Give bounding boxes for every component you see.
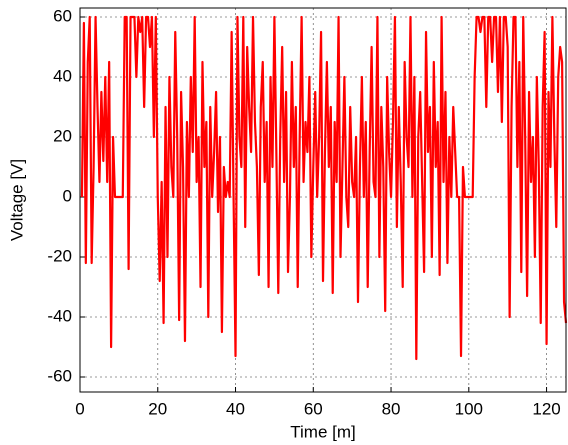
y-tick-label: -20 <box>47 246 72 265</box>
x-tick-label: 0 <box>75 399 84 418</box>
x-tick-label: 60 <box>304 399 323 418</box>
data-line <box>80 15 568 361</box>
x-tick-label: 80 <box>382 399 401 418</box>
x-tick-label: 40 <box>226 399 245 418</box>
x-tick-label: 20 <box>148 399 167 418</box>
y-tick-label: 20 <box>53 126 72 145</box>
x-axis-label: Time [m] <box>290 422 355 441</box>
y-tick-label: -60 <box>47 366 72 385</box>
x-tick-label: 100 <box>455 399 483 418</box>
y-axis-label: Voltage [V] <box>7 159 26 241</box>
y-tick-label: -40 <box>47 306 72 325</box>
x-tick-label: 120 <box>532 399 560 418</box>
plot-frame <box>79 7 567 393</box>
y-tick-label: 60 <box>53 6 72 25</box>
y-tick-label: 40 <box>53 66 72 85</box>
y-tick-label: 0 <box>63 186 72 205</box>
